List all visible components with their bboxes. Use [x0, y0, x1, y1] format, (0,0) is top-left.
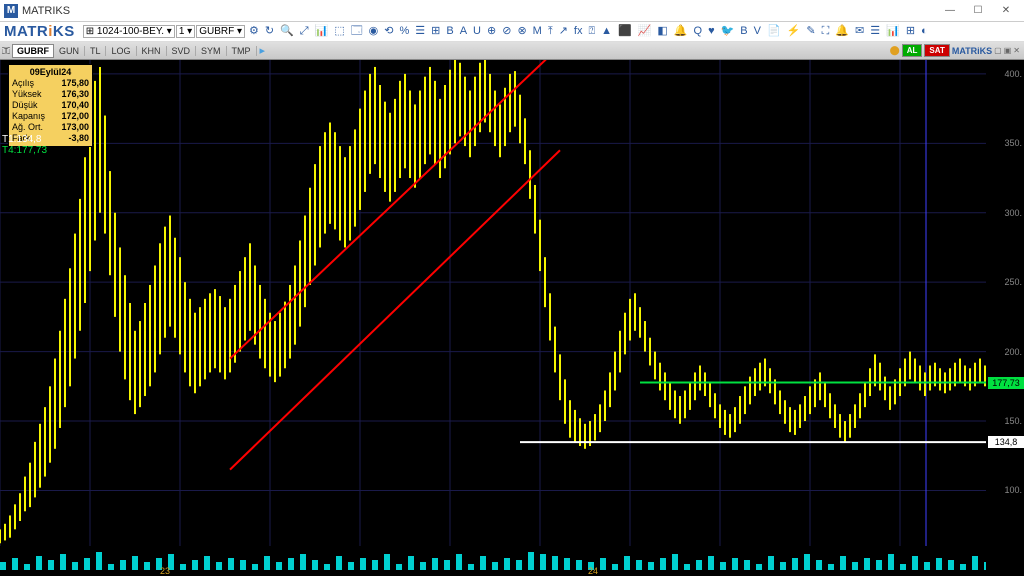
- layout-dropdown[interactable]: ⊞ 1024-100-BEY. ▾: [83, 25, 175, 38]
- toolbar-icon-30[interactable]: 🐦: [718, 24, 738, 38]
- chart-container: 100. 150. 200. 250. 300. 350. 400. 23 24 09Eylü…: [0, 60, 1024, 576]
- toolbar-icon-37[interactable]: 🔔: [832, 24, 852, 38]
- x-tick-label: 24: [588, 566, 598, 576]
- tab-more-icon[interactable]: ▸: [257, 43, 269, 58]
- ohlc-date: 09Eylül24: [12, 67, 89, 78]
- toolbar-icon-7[interactable]: ◉: [366, 24, 382, 38]
- toolbar-icon-2[interactable]: 🔍: [277, 24, 297, 38]
- toolbar-icon-12[interactable]: B: [443, 24, 456, 38]
- toolbar-icon-41[interactable]: ⊞: [903, 24, 918, 38]
- app-logo: MATRiKS: [4, 23, 75, 40]
- tab-gun[interactable]: GUN: [54, 46, 85, 56]
- y-tick-label: 300.: [988, 208, 1022, 218]
- y-tick-label: 200.: [988, 347, 1022, 357]
- toolbar-icon-11[interactable]: ⊞: [428, 24, 443, 38]
- y-tick-label: 400.: [988, 69, 1022, 79]
- brand-small: MATRiKS: [952, 46, 992, 56]
- tab-khn[interactable]: KHN: [137, 46, 167, 56]
- win-max-icon[interactable]: ▣: [1004, 46, 1012, 55]
- toolbar-icon-16[interactable]: ⊘: [499, 24, 514, 38]
- ohlc-row: Düşük170,40: [12, 100, 89, 111]
- toolbar-icon-4[interactable]: 📊: [312, 24, 332, 38]
- toolbar-icon-26[interactable]: ◧: [654, 24, 670, 38]
- flag-icon: 🇹: [2, 45, 10, 56]
- toolbar-icon-1[interactable]: ↻: [262, 24, 277, 38]
- x-axis: 23 24: [0, 566, 986, 576]
- tab-tl[interactable]: TL: [85, 46, 107, 56]
- toolbar-icon-34[interactable]: ⚡: [784, 24, 804, 38]
- toolbar-icon-3[interactable]: ⤢: [297, 24, 312, 38]
- x-tick-label: 23: [160, 566, 170, 576]
- y-tick-label: 100.: [988, 485, 1022, 495]
- toolbar-icon-6[interactable]: 🗔: [348, 24, 366, 38]
- toolbar-icon-18[interactable]: M: [530, 24, 545, 38]
- toolbar-icon-15[interactable]: ⊕: [484, 24, 499, 38]
- alert-icon[interactable]: ⬤: [890, 45, 900, 56]
- tab-sym[interactable]: SYM: [196, 46, 227, 56]
- toolbar-icon-20[interactable]: ↗: [556, 24, 571, 38]
- tab-svd[interactable]: SVD: [167, 46, 197, 56]
- symbol-dropdown[interactable]: GUBRF ▾: [196, 25, 245, 38]
- tab-tmp[interactable]: TMP: [227, 46, 257, 56]
- toolbar-icon-38[interactable]: ✉: [852, 24, 867, 38]
- maximize-button[interactable]: ☐: [964, 2, 992, 20]
- toolbar-icon-9[interactable]: %: [396, 24, 412, 38]
- chart-tabbar: 🇹 GUBRF GUNTLLOGKHNSVDSYMTMP ▸ ⬤ AL SAT …: [0, 42, 1024, 60]
- toolbar-icon-32[interactable]: V: [751, 24, 764, 38]
- price-chart[interactable]: [0, 60, 986, 546]
- minimize-button[interactable]: —: [936, 2, 964, 20]
- toolbar-icon-28[interactable]: Q: [691, 24, 706, 38]
- sell-button[interactable]: SAT: [924, 44, 949, 57]
- toolbar-icon-35[interactable]: ✎: [803, 24, 818, 38]
- win-close-icon[interactable]: ✕: [1013, 46, 1020, 55]
- toolbar-icon-10[interactable]: ☰: [412, 24, 428, 38]
- y-tick-label: 250.: [988, 277, 1022, 287]
- toolbar-icon-31[interactable]: B: [737, 24, 750, 38]
- y-tick-label: 350.: [988, 138, 1022, 148]
- toolbar-icon-36[interactable]: ⛶: [819, 24, 833, 38]
- toolbar-icon-29[interactable]: ♥: [705, 24, 718, 38]
- symbol-tab[interactable]: GUBRF: [12, 44, 54, 58]
- toolbar-icon-24[interactable]: ⬛: [615, 24, 635, 38]
- toolbar-icon-33[interactable]: 📄: [764, 24, 784, 38]
- toolbar-icon-42[interactable]: ◐: [918, 24, 931, 38]
- toolbar-icon-19[interactable]: ⤒: [545, 24, 556, 38]
- toolbar-icon-22[interactable]: ⍰: [585, 24, 598, 38]
- toolbar-icon-27[interactable]: 🔔: [671, 24, 691, 38]
- y-tick-label: 150.: [988, 416, 1022, 426]
- window-title: MATRIKS: [22, 5, 70, 17]
- ohlc-row: Yüksek176,30: [12, 89, 89, 100]
- toolbar-icon-5[interactable]: ⬚: [331, 24, 347, 38]
- toolbar-icon-8[interactable]: ⟲: [381, 24, 396, 38]
- indicator-label: T4:177,73: [2, 145, 47, 156]
- period-dropdown[interactable]: 1 ▾: [176, 25, 195, 38]
- indicator-label: T1:134,8: [2, 134, 41, 145]
- toolbar-icon-14[interactable]: U: [470, 24, 484, 38]
- tab-log[interactable]: LOG: [106, 46, 136, 56]
- toolbar-icon-39[interactable]: ☰: [867, 24, 883, 38]
- app-icon: M: [4, 4, 18, 18]
- window-titlebar: M MATRIKS — ☐ ✕: [0, 0, 1024, 22]
- ohlc-row: Kapanış172,00: [12, 111, 89, 122]
- price-badge: 134,8: [988, 436, 1024, 448]
- ohlc-row: Açılış175,80: [12, 78, 89, 89]
- ohlc-row: Ağ. Ort.173,00: [12, 122, 89, 133]
- win-min-icon[interactable]: ▢: [994, 46, 1002, 55]
- main-toolbar: MATRiKS ⊞ 1024-100-BEY. ▾ 1 ▾ GUBRF ▾ ⚙↻…: [0, 22, 1024, 42]
- toolbar-icon-0[interactable]: ⚙: [246, 24, 262, 38]
- toolbar-icon-25[interactable]: 📈: [635, 24, 655, 38]
- close-button[interactable]: ✕: [992, 2, 1020, 20]
- y-axis: 100. 150. 200. 250. 300. 350. 400.: [986, 60, 1024, 546]
- toolbar-icon-13[interactable]: A: [457, 24, 470, 38]
- toolbar-icon-23[interactable]: ▲: [598, 24, 615, 38]
- toolbar-icon-17[interactable]: ⊗: [514, 24, 529, 38]
- toolbar-icon-21[interactable]: fx: [571, 24, 586, 38]
- buy-button[interactable]: AL: [902, 44, 923, 57]
- price-badge: 177,73: [988, 377, 1024, 389]
- toolbar-icon-40[interactable]: 📊: [883, 24, 903, 38]
